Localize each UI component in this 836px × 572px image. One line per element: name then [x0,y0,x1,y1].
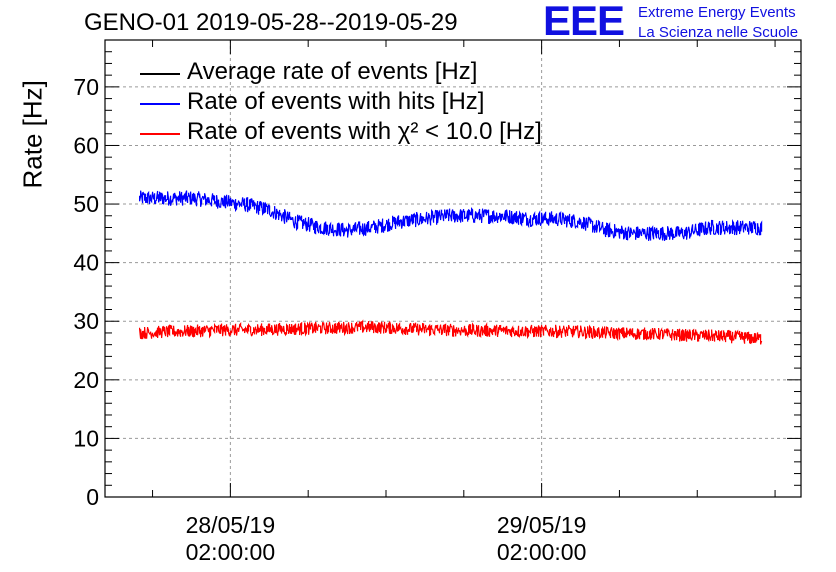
grid-lines [105,40,801,497]
series-layer [139,190,763,345]
legend-label-chi2: Rate of events with χ² < 10.0 [Hz] [187,118,542,145]
y-axis-label: Rate [Hz] [17,80,48,189]
legend-swatch-chi2 [140,133,180,135]
chart-title: GENO-01 2019-05-28--2019-05-29 [84,9,458,36]
logo-line-2: La Scienza nelle Scuole [638,24,799,41]
x-tick-label-date: 28/05/19 [186,512,276,538]
y-tick-label: 50 [73,191,99,217]
legend-label-average: Average rate of events [Hz] [187,58,478,85]
y-tick-label: 70 [73,74,99,100]
legend-item-chi2: Rate of events with χ² < 10.0 [Hz] [140,118,600,148]
y-tick-label: 10 [73,425,99,451]
plot-frame [104,39,802,498]
y-tick-label: 40 [73,250,99,276]
logo-line-1: Extreme Energy Events [638,4,796,21]
y-tick-label: 30 [73,308,99,334]
y-tick-label: 0 [86,484,99,510]
legend-swatch-hits [140,103,180,105]
series-line-2 [139,319,763,345]
tick-labels: 01020304050607028/05/1902:00:0029/05/190… [73,74,586,565]
x-tick-label-time: 02:00:00 [186,539,276,565]
legend-item-hits: Rate of events with hits [Hz] [140,88,600,118]
x-tick-label-time: 02:00:00 [497,539,587,565]
x-tick-label-date: 29/05/19 [497,512,587,538]
legend-item-average: Average rate of events [Hz] [140,58,600,88]
legend-label-hits: Rate of events with hits [Hz] [187,88,485,115]
axis-ticks [105,40,801,498]
logo-mark: EEE [543,0,625,44]
y-tick-label: 60 [73,132,99,158]
y-tick-label: 20 [73,367,99,393]
series-line-1 [139,190,763,241]
legend-swatch-average [140,73,180,75]
